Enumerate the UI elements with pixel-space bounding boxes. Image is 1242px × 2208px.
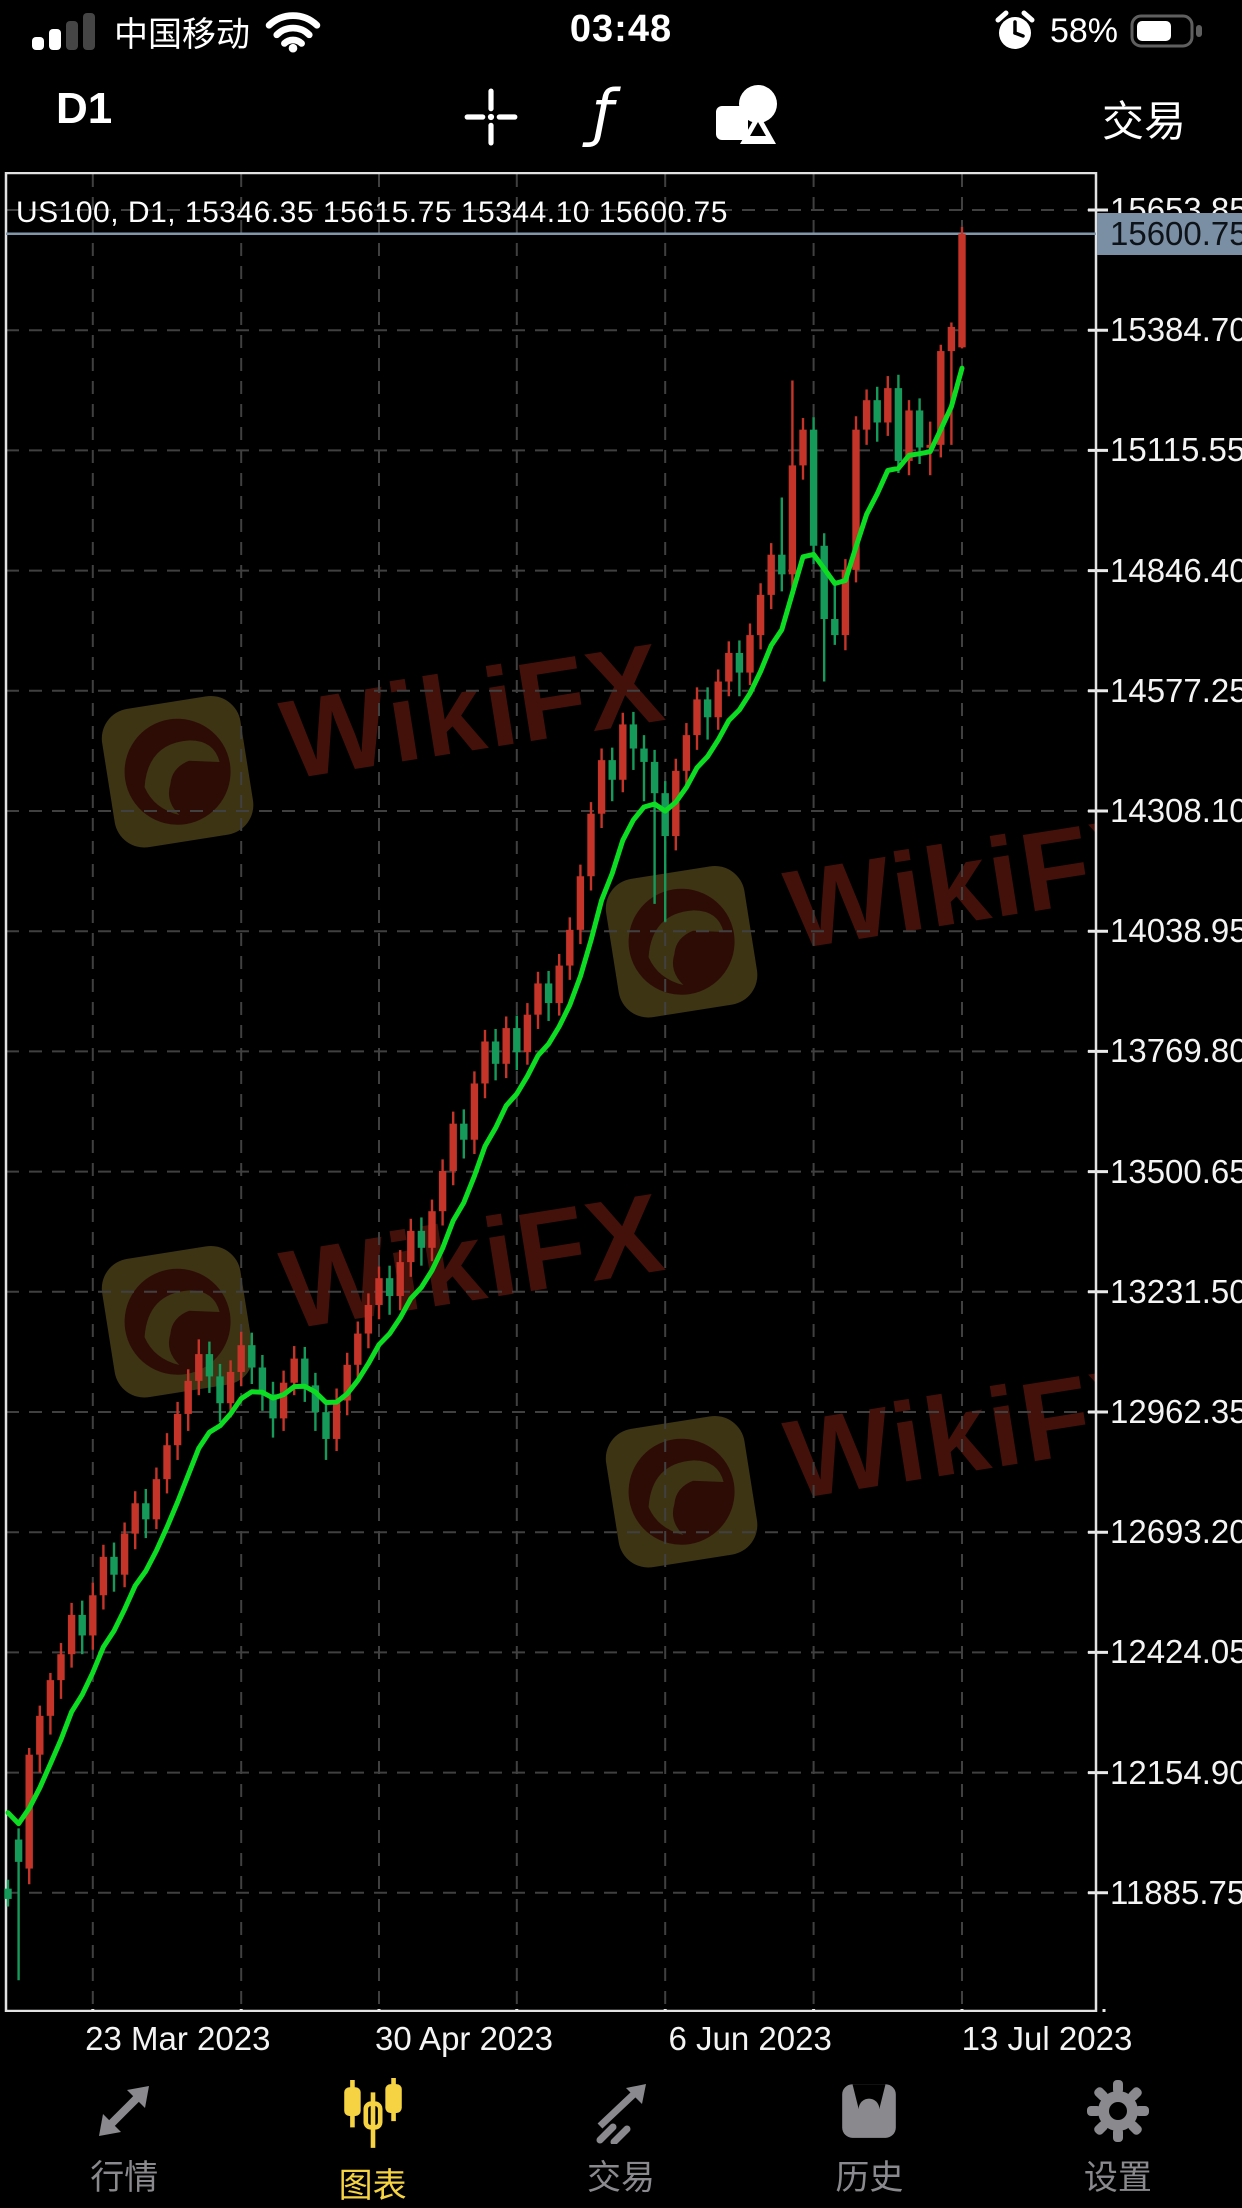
wikifx-eagle-icon [605, 1415, 758, 1568]
status-bar: 中国移动 03:48 58% [0, 0, 1242, 62]
price-axis-label: 14846.40 [1110, 551, 1242, 589]
price-chart[interactable]: WikiFX WikiFX WikiFX [0, 172, 1242, 2057]
price-axis-label: 11885.75 [1110, 1873, 1242, 1911]
price-axis-label: 15115.55 [1110, 431, 1242, 469]
cell-signal-icon [32, 13, 95, 50]
tab-charts[interactable]: 图表 [248, 2070, 496, 2208]
tab-history[interactable]: 历史 [745, 2070, 993, 2208]
price-axis-label: 13769.80 [1110, 1032, 1242, 1070]
price-axis-label: 12154.90 [1110, 1753, 1242, 1791]
tab-label: 图表 [338, 2167, 407, 2205]
wikifx-watermark: WikiFX [596, 789, 1096, 1027]
wikifx-watermark: WikiFX [596, 1339, 1096, 1577]
current-price-label: 15600.75 [1097, 212, 1242, 255]
indicators-icon[interactable]: ƒ [592, 76, 614, 149]
moving-average-line [5, 365, 965, 1827]
date-axis-label: 6 Jun 2023 [668, 2020, 832, 2057]
tab-trade[interactable]: 交易 [497, 2070, 745, 2208]
price-axis-label: 13231.50 [1110, 1272, 1242, 1310]
timeframe-button[interactable]: D1 [56, 84, 113, 133]
wikifx-eagle-icon [605, 865, 758, 1018]
carrier-label: 中国移动 [114, 15, 250, 54]
chart-toolbar: D1 ƒ 交易 [0, 62, 1242, 170]
wikifx-eagle-icon [101, 1245, 254, 1398]
price-axis-label: 13500.65 [1110, 1152, 1242, 1190]
tab-label: 历史 [835, 2159, 904, 2197]
date-axis-label: 13 Jul 2023 [961, 2020, 1133, 2057]
alarm-icon [995, 10, 1035, 49]
price-axis-label: 12424.05 [1110, 1633, 1242, 1671]
bottom-tab-bar: 行情 图表 交易 [0, 2070, 1242, 2208]
price-axis-label: 14038.95 [1110, 912, 1242, 950]
tab-quotes[interactable]: 行情 [0, 2070, 248, 2208]
charts-icon [343, 2078, 402, 2148]
watermark-layer: WikiFX WikiFX WikiFX [0, 172, 1096, 2012]
date-axis-label: 30 Apr 2023 [375, 2020, 553, 2057]
battery-icon [1130, 14, 1202, 48]
wikifx-watermark: WikiFX [92, 619, 677, 857]
quotes-icon [99, 2086, 150, 2136]
price-axis-label: 12962.35 [1110, 1393, 1242, 1430]
chart-ohlc-header: US100, D1, 15346.35 15615.75 15344.10 15… [16, 196, 728, 229]
chart-frame [4, 172, 1098, 2012]
tab-settings[interactable]: 设置 [994, 2070, 1242, 2208]
price-axis-label: 12693.20 [1110, 1513, 1242, 1551]
trade-button[interactable]: 交易 [1101, 98, 1186, 145]
history-icon [842, 2084, 897, 2138]
crosshair-icon[interactable] [462, 88, 520, 146]
clock: 03:48 [569, 8, 673, 50]
candlestick-chart-canvas[interactable] [0, 172, 1242, 2012]
wifi-icon [265, 12, 321, 53]
wikifx-watermark: WikiFX [92, 1169, 677, 1407]
wikifx-eagle-icon [101, 695, 254, 848]
candlestick-series [4, 227, 966, 1981]
battery-percent-label: 58% [1049, 11, 1118, 50]
price-axis-label: 15384.70 [1110, 311, 1242, 349]
price-axis-label: 14577.25 [1110, 671, 1242, 709]
tab-label: 设置 [1083, 2159, 1152, 2197]
tab-label: 交易 [587, 2159, 656, 2197]
price-axis-label: 14308.10 [1110, 792, 1242, 829]
date-axis-label: 23 Mar 2023 [85, 2020, 271, 2057]
trade-icon [596, 2084, 647, 2144]
chart-mode-icon[interactable] [714, 82, 780, 148]
tab-label: 行情 [90, 2159, 159, 2197]
settings-icon [1086, 2080, 1149, 2142]
